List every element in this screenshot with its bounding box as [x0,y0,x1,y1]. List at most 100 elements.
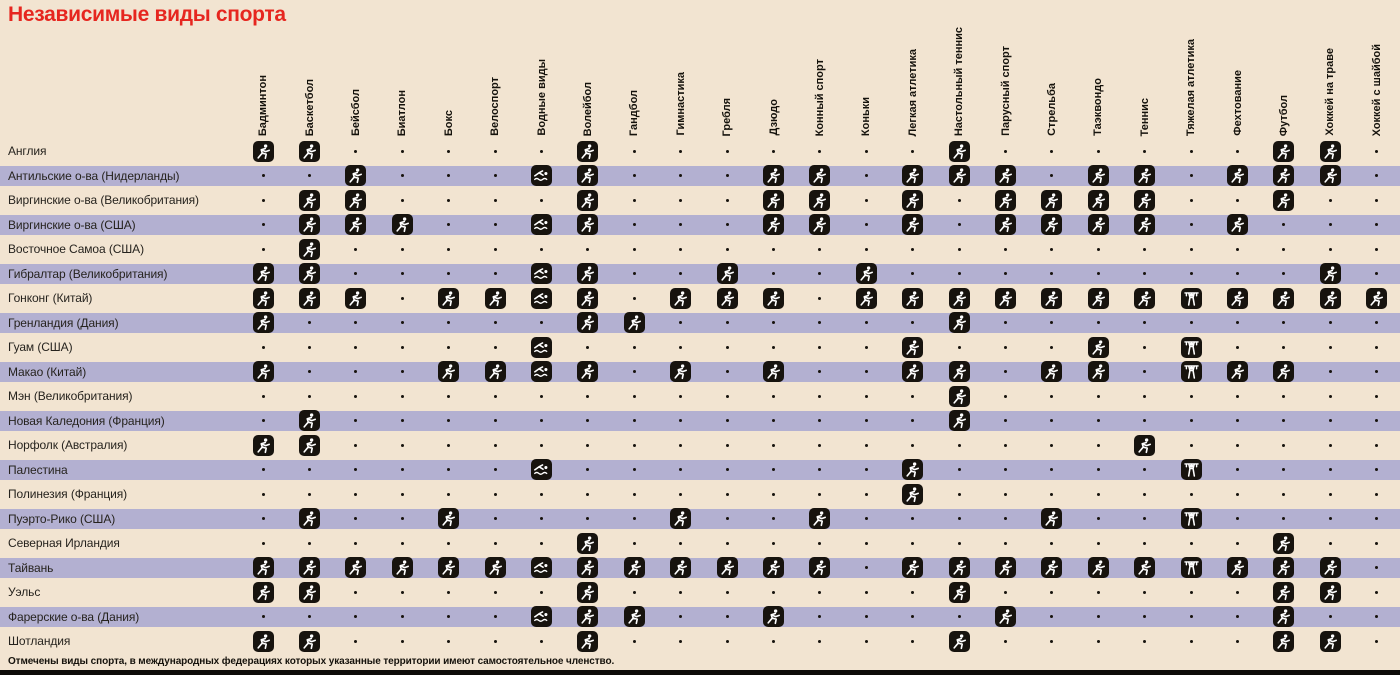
sport-cell [889,541,935,545]
no-membership-dot [308,394,312,398]
sport-cell [1168,247,1214,251]
sport-cell [936,272,982,276]
table-tennis-icon [948,165,970,187]
no-membership-dot [493,247,497,251]
sport-cell [1029,174,1075,178]
column-header-field-hockey: Хоккей на траве [1324,48,1337,136]
sport-cell [1214,272,1260,276]
basketball-icon [299,263,321,285]
baseball-icon [345,287,367,309]
fencing-icon [1226,557,1248,579]
no-membership-dot [447,198,451,202]
no-membership-dot [1143,419,1147,423]
no-membership-dot [586,443,590,447]
sport-cell [426,321,472,325]
sport-cell [1214,394,1260,398]
sport-cell [426,198,472,202]
sport-cell [797,615,843,619]
sport-cell [379,517,425,521]
no-membership-dot [632,345,636,349]
sport-cell [704,174,750,178]
cycling-icon [484,361,506,383]
sport-cell [843,287,889,309]
no-membership-dot [1003,492,1007,496]
sport-cell [333,492,379,496]
no-membership-dot [586,394,590,398]
weightlifting-icon [1180,336,1202,358]
sport-cell [1121,247,1167,251]
no-membership-dot [1235,272,1239,276]
sport-cell [518,263,564,285]
no-membership-dot [493,492,497,496]
no-membership-dot [725,247,729,251]
sport-cell [565,140,611,162]
no-membership-dot [1003,394,1007,398]
sport-cell [1029,394,1075,398]
column-header-baseball: Бейсбол [350,89,362,136]
sport-cell [936,492,982,496]
sport-cell [936,410,982,432]
sport-cell [472,639,518,643]
no-membership-dot [725,419,729,423]
sport-cell [889,214,935,236]
no-membership-dot [1050,272,1054,276]
sport-cell [1307,223,1353,227]
no-membership-dot [1282,443,1286,447]
fencing-icon [1226,361,1248,383]
sport-cell [750,272,796,276]
sport-cell [333,468,379,472]
table-row: Гибралтар (Великобритания) [0,261,1400,286]
sport-cell [1214,517,1260,521]
sport-cell [889,517,935,521]
sport-cell [426,149,472,153]
sport-cell [240,630,286,652]
no-membership-dot [679,272,683,276]
sport-cell [611,223,657,227]
no-membership-dot [911,247,915,251]
sport-cell [333,189,379,211]
aquatics-icon [531,557,553,579]
sport-cell [1029,541,1075,545]
sport-cell [1121,639,1167,643]
sport-cell [565,443,611,447]
sport-cell [1029,639,1075,643]
no-membership-dot [957,272,961,276]
sport-cell [704,639,750,643]
sport-cell [379,419,425,423]
volleyball-icon [577,189,599,211]
sport-cell [1121,214,1167,236]
athletics-icon [902,165,924,187]
sport-cell [1307,198,1353,202]
sport-cell [750,419,796,423]
territory-label: Новая Каледония (Франция) [8,413,165,428]
aquatics-icon [531,459,553,481]
sport-cell [472,361,518,383]
sport-cell [1214,287,1260,309]
no-membership-dot [400,174,404,178]
baseball-icon [345,165,367,187]
no-membership-dot [1003,149,1007,153]
no-membership-dot [1143,541,1147,545]
sport-cell [1353,566,1399,570]
sport-cell [1075,615,1121,619]
no-membership-dot [1375,149,1379,153]
no-membership-dot [1375,198,1379,202]
column-header-aquatics: Водные виды [535,59,548,136]
sport-cell [1353,174,1399,178]
sport-cell [889,639,935,643]
sport-cell [379,468,425,472]
sport-cell [333,615,379,619]
aquatics-icon [531,287,553,309]
no-membership-dot [818,370,822,374]
table-row: Фарерские о-ва (Дания) [0,604,1400,629]
shooting-icon [1041,214,1063,236]
sport-cell [843,615,889,619]
sport-cell [658,590,704,594]
sport-cell [286,238,332,260]
sport-cell [797,247,843,251]
sport-cell [889,394,935,398]
no-membership-dot [493,541,497,545]
sailing-icon [994,214,1016,236]
sport-cell [889,321,935,325]
basketball-icon [299,434,321,456]
